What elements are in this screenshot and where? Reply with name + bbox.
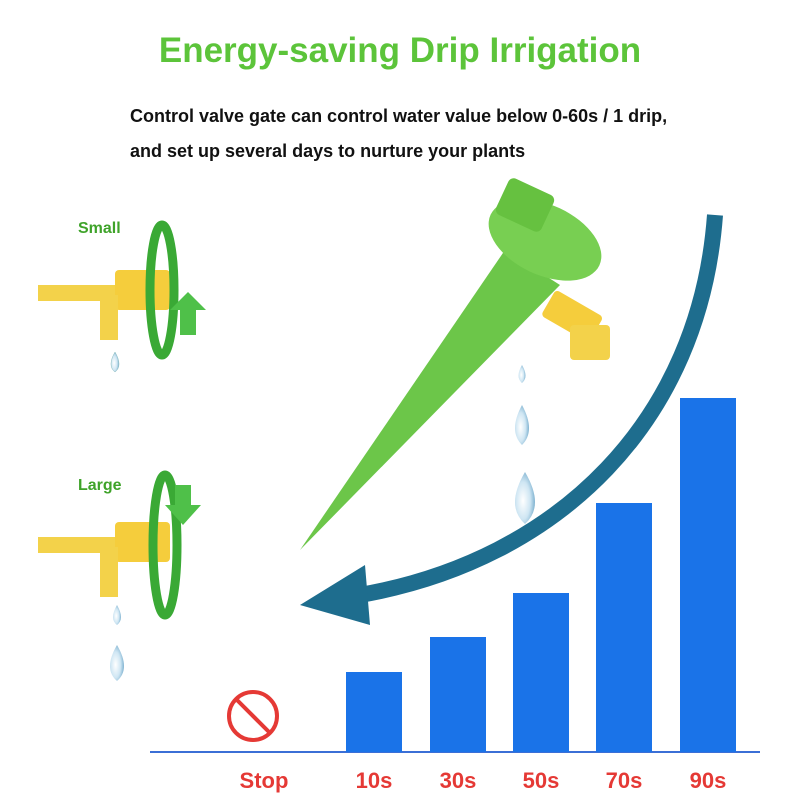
- scale-label: 10s: [356, 768, 393, 793]
- title: Energy-saving Drip Irrigation: [159, 31, 641, 70]
- small-valve: [38, 220, 206, 373]
- scale-label: 30s: [440, 768, 477, 793]
- bars: [346, 398, 736, 752]
- scale-label: 90s: [690, 768, 727, 793]
- scale-label: 50s: [523, 768, 560, 793]
- curved-arrow: [300, 214, 723, 625]
- valve-label: Large: [78, 477, 122, 494]
- subtitle-line: and set up several days to nurture your …: [130, 141, 525, 161]
- drip-spike: [300, 178, 610, 550]
- subtitle-line: Control valve gate can control water val…: [130, 106, 667, 126]
- stop-icon: [227, 690, 279, 742]
- valve-label: Small: [78, 220, 121, 237]
- scale-label: Stop: [240, 768, 289, 793]
- large-valve: [38, 470, 201, 681]
- scale-label: 70s: [606, 768, 643, 793]
